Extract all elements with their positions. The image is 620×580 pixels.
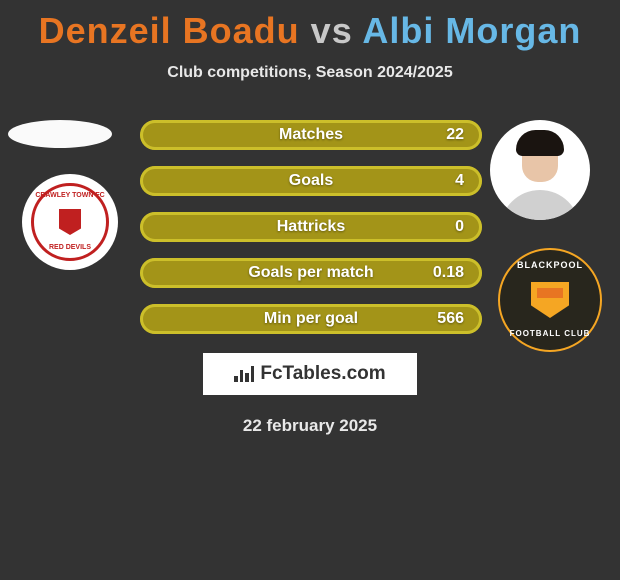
page-title: Denzeil Boadu vs Albi Morgan bbox=[0, 0, 620, 52]
stat-bar-value-right: 566 bbox=[437, 310, 464, 328]
stat-bar-value-right: 0 bbox=[455, 218, 464, 236]
player2-name: Albi Morgan bbox=[362, 10, 581, 51]
stat-bar-value-right: 22 bbox=[446, 126, 464, 144]
brand-badge[interactable]: FcTables.com bbox=[203, 353, 417, 395]
crest-left-bottom-text: RED DEVILS bbox=[34, 244, 106, 252]
stat-bar: Goals4 bbox=[140, 166, 482, 196]
club-crest-left-inner: CRAWLEY TOWN FC RED DEVILS bbox=[31, 183, 109, 261]
crest-left-top-text: CRAWLEY TOWN FC bbox=[34, 192, 106, 200]
stat-bar-value-right: 0.18 bbox=[433, 264, 464, 282]
stat-bar-label: Goals per match bbox=[140, 264, 482, 282]
crest-right-bottom-text: FOOTBALL CLUB bbox=[500, 329, 600, 338]
stat-bar: Goals per match0.18 bbox=[140, 258, 482, 288]
stat-bars: Matches22 Goals4 Hattricks0 Goals per match… bbox=[140, 120, 482, 350]
stat-bar: Min per goal566 bbox=[140, 304, 482, 334]
club-crest-left: CRAWLEY TOWN FC RED DEVILS bbox=[22, 174, 118, 270]
stat-bar-value-right: 4 bbox=[455, 172, 464, 190]
vs-text: vs bbox=[311, 10, 353, 51]
date-text: 22 february 2025 bbox=[0, 416, 620, 436]
player1-photo-placeholder bbox=[8, 120, 112, 148]
player2-photo bbox=[490, 120, 590, 220]
subtitle: Club competitions, Season 2024/2025 bbox=[0, 64, 620, 82]
stat-bar-label: Hattricks bbox=[140, 218, 482, 236]
stat-bar-label: Min per goal bbox=[140, 310, 482, 328]
player2-hair-shape bbox=[516, 130, 564, 156]
crest-right-top-text: BLACKPOOL bbox=[500, 260, 600, 270]
player2-shoulders-shape bbox=[500, 190, 580, 220]
brand-text: FcTables.com bbox=[260, 363, 385, 385]
stat-bar: Matches22 bbox=[140, 120, 482, 150]
stat-bar-label: Goals bbox=[140, 172, 482, 190]
crest-left-shield-icon bbox=[59, 209, 81, 235]
crest-right-shield-icon bbox=[531, 282, 569, 318]
bar-chart-icon bbox=[234, 366, 254, 382]
stat-bar: Hattricks0 bbox=[140, 212, 482, 242]
stat-bar-label: Matches bbox=[140, 126, 482, 144]
club-crest-right: BLACKPOOL FOOTBALL CLUB bbox=[498, 248, 602, 352]
player1-name: Denzeil Boadu bbox=[39, 10, 300, 51]
